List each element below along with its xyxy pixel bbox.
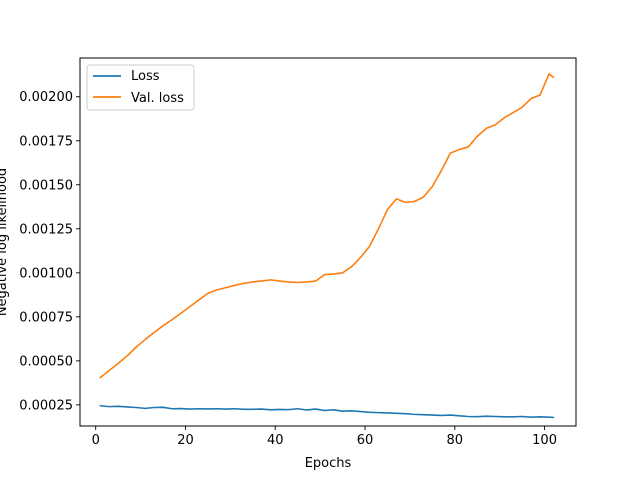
legend: Loss Val. loss bbox=[86, 64, 195, 111]
series-line-0 bbox=[99, 404, 555, 419]
y-tick-label: 0.00100 bbox=[19, 266, 73, 281]
x-tick-label: 40 bbox=[267, 433, 284, 448]
y-tick-label: 0.00050 bbox=[19, 354, 73, 369]
x-tick-label: 60 bbox=[357, 433, 374, 448]
y-tick-label: 0.00150 bbox=[19, 178, 73, 193]
axis-layer: 0 20 40 60 80 100 0.00025 0.00050 0.00075 0.00100… bbox=[19, 90, 557, 448]
plot-frame bbox=[79, 57, 577, 427]
x-tick-label: 0 bbox=[92, 433, 100, 448]
y-axis-label: Negative log likelihood bbox=[0, 168, 10, 316]
y-tick-label: 0.00025 bbox=[19, 398, 73, 413]
y-tick-label: 0.00175 bbox=[19, 134, 73, 149]
plot-background bbox=[80, 58, 576, 426]
series-layer bbox=[99, 73, 555, 419]
series-line-1 bbox=[99, 73, 555, 379]
legend-label-val-loss: Val. loss bbox=[131, 91, 184, 106]
x-axis-label: Epochs bbox=[305, 456, 352, 471]
y-tick-label: 0.00075 bbox=[19, 310, 73, 325]
legend-label-loss: Loss bbox=[131, 69, 160, 84]
x-tick-label: 20 bbox=[177, 433, 194, 448]
y-tick-label: 0.00125 bbox=[19, 222, 73, 237]
x-tick-label: 100 bbox=[532, 433, 557, 448]
x-tick-label: 80 bbox=[447, 433, 464, 448]
y-tick-label: 0.00200 bbox=[19, 90, 73, 105]
